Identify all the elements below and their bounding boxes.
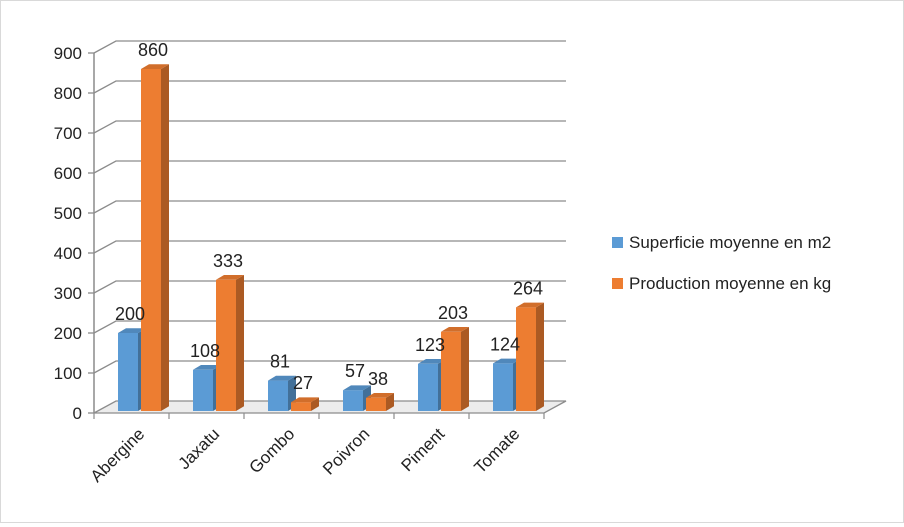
gridline-500 <box>93 200 566 214</box>
data-label-abergine-superficie-moyenne-en-m2: 200 <box>115 304 145 324</box>
bar-top <box>493 358 521 364</box>
bar-side <box>311 397 319 411</box>
legend-item-superficie-moyenne-en-m2: Superficie moyenne en m2 <box>612 233 831 252</box>
bar-top <box>343 385 371 391</box>
bar-front <box>291 402 311 411</box>
bar-gombo-superficie-moyenne-en-m2 <box>268 375 296 411</box>
data-label-gombo-superficie-moyenne-en-m2: 81 <box>270 352 290 372</box>
bar-top <box>193 365 221 370</box>
bar-side <box>236 275 244 411</box>
category-label-jaxatu: Jaxatu <box>174 424 223 473</box>
legend-label: Production moyenne en kg <box>629 274 831 293</box>
category-label-abergine: Abergine <box>87 424 149 486</box>
bar-tomate-production-moyenne-en-kg <box>516 302 544 411</box>
bar-front <box>343 390 363 411</box>
bar-piment-production-moyenne-en-kg <box>441 327 469 411</box>
gridline-200 <box>93 320 566 334</box>
bar-front <box>418 363 438 411</box>
legend-item-production-moyenne-en-kg: Production moyenne en kg <box>612 274 831 293</box>
bar-side <box>386 393 394 411</box>
bar-front <box>141 69 161 411</box>
y-tick-label-600: 600 <box>54 164 82 183</box>
gridline-400 <box>93 240 566 254</box>
bar-top <box>118 328 146 333</box>
legend-swatch <box>612 278 623 289</box>
data-label-tomate-superficie-moyenne-en-m2: 124 <box>490 334 520 354</box>
data-label-poivron-production-moyenne-en-kg: 38 <box>368 369 388 389</box>
legend: Superficie moyenne en m2 Production moyen… <box>612 233 831 293</box>
y-tick-label-400: 400 <box>54 244 82 263</box>
bar-front <box>493 363 513 411</box>
bar-front <box>268 380 288 411</box>
bar-front <box>516 307 536 411</box>
category-label-poivron: Poivron <box>319 424 373 478</box>
gridline-800 <box>93 80 566 94</box>
bar-top <box>441 327 469 332</box>
bar-side <box>161 64 169 411</box>
data-label-piment-production-moyenne-en-kg: 203 <box>438 303 468 323</box>
gridline-300 <box>93 280 566 294</box>
y-tick-label-0: 0 <box>73 404 82 423</box>
bar-jaxatu-production-moyenne-en-kg <box>216 275 244 411</box>
gridline-600 <box>93 160 566 174</box>
category-label-piment: Piment <box>397 424 448 475</box>
category-label-gombo: Gombo <box>245 424 298 477</box>
bar-gombo-production-moyenne-en-kg <box>291 397 319 411</box>
data-label-abergine-production-moyenne-en-kg: 860 <box>138 40 168 60</box>
y-tick-label-200: 200 <box>54 324 82 343</box>
bars <box>118 64 544 411</box>
bar-top <box>268 375 296 381</box>
gridlines <box>93 40 566 374</box>
bar-top <box>216 275 244 280</box>
y-tick-label-900: 900 <box>54 44 82 63</box>
y-tick-label-700: 700 <box>54 124 82 143</box>
bar-poivron-production-moyenne-en-kg <box>366 393 394 411</box>
bar-top <box>291 397 319 403</box>
bar-top <box>418 359 446 364</box>
legend-label: Superficie moyenne en m2 <box>629 233 831 252</box>
bar-front <box>366 397 386 411</box>
gridline-100 <box>93 360 566 374</box>
gridline-900 <box>93 40 566 54</box>
data-label-poivron-superficie-moyenne-en-m2: 57 <box>345 361 365 381</box>
bar-side <box>461 327 469 411</box>
y-tick-label-300: 300 <box>54 284 82 303</box>
bar-front <box>193 369 213 411</box>
bar-side <box>536 302 544 411</box>
y-axis-tick-labels: 0 100 200 300 400 500 600 700 800 900 <box>54 44 82 423</box>
category-label-tomate: Tomate <box>470 424 523 477</box>
gridline-700 <box>93 120 566 134</box>
bar-front <box>441 331 461 411</box>
y-tick-label-800: 800 <box>54 84 82 103</box>
data-label-gombo-production-moyenne-en-kg: 27 <box>293 373 313 393</box>
bar-top <box>516 302 544 308</box>
bar-top <box>141 64 169 69</box>
data-label-jaxatu-superficie-moyenne-en-m2: 108 <box>190 341 220 361</box>
y-tick-label-100: 100 <box>54 364 82 383</box>
category-labels: Abergine Jaxatu Gombo Poivron Piment Tomate <box>87 424 524 486</box>
data-label-tomate-production-moyenne-en-kg: 264 <box>513 278 543 298</box>
legend-swatch <box>612 237 623 248</box>
y-tick-label-500: 500 <box>54 204 82 223</box>
data-label-piment-superficie-moyenne-en-m2: 123 <box>415 335 445 355</box>
bar-top <box>366 393 394 398</box>
bar-front <box>216 279 236 411</box>
bar-front <box>118 333 138 411</box>
bar-abergine-production-moyenne-en-kg <box>141 64 169 411</box>
data-label-jaxatu-production-moyenne-en-kg: 333 <box>213 251 243 271</box>
